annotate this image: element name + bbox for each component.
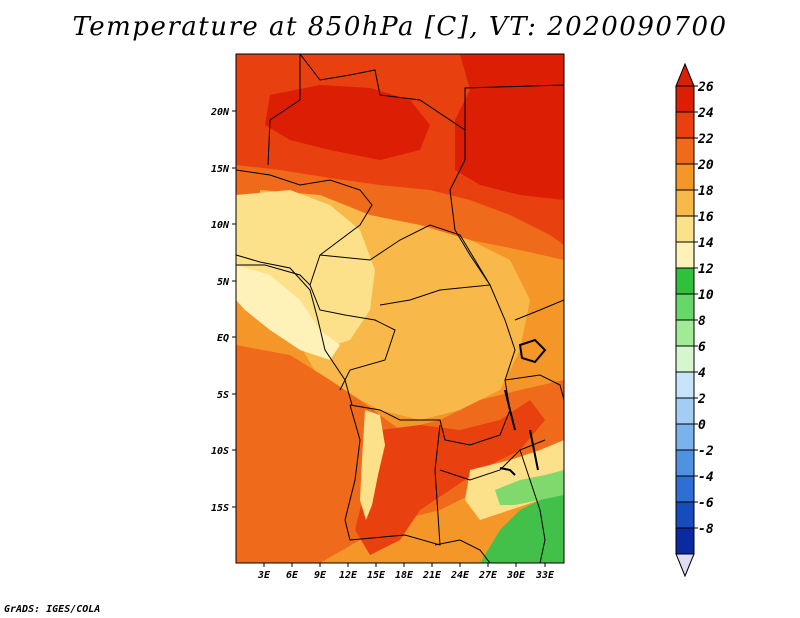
lake-victoria [518,338,547,364]
colorbar-label: 8 [698,314,706,329]
colorbar-label: 16 [698,210,714,225]
lat-label: 15S [211,503,229,514]
field-south-hot [355,400,545,555]
lon-label: 24E [450,570,470,581]
colorbar-label: 4 [698,366,706,381]
colorbar-label: -2 [698,444,714,459]
colorbar-swatch [675,449,695,477]
colorbar-swatch [675,371,695,399]
colorbar-swatch [675,319,695,347]
lat-label: 10S [211,446,229,457]
colorbar-swatch [675,345,695,373]
longitude-axis: 3E 6E 9E 12E 15E 18E 21E 24E 27E 30E 33E [257,563,555,581]
colorbar-label: 10 [698,288,714,303]
field-coastal-cool [236,265,340,360]
field-angola-cool-strip [360,410,385,520]
colorbar-label: -6 [698,496,714,511]
field-north-hottest [265,85,430,160]
colorbar-label: 14 [698,236,714,251]
coastline-atlantic [236,254,353,406]
field-southeast-green [480,490,564,563]
lakes [499,338,547,476]
colorbar-swatch [675,501,695,529]
colorbar-swatch [675,397,695,425]
grads-credit: GrADS: IGES/COLA [4,604,101,615]
lake-tanganyika [504,389,516,431]
border-chad-sudan [449,88,491,286]
colorbar-swatch [675,111,695,139]
lake-malawi [529,429,539,471]
field-northeast-hottest [455,54,564,200]
lat-label: EQ [217,333,229,344]
colorbar-swatch [675,293,695,321]
country-borders [236,54,564,563]
lon-label: 33E [535,570,555,581]
border-congo [309,284,396,391]
border-niger-chad [267,54,301,166]
colorbar-label: 12 [698,262,714,277]
border-west-gabon [236,264,311,286]
colorbar-swatch [675,423,695,451]
colorbar-label: 24 [697,106,714,121]
border-car [319,224,491,306]
lon-label: 21E [422,570,442,581]
lon-label: 6E [286,570,299,581]
colorbar-swatch [675,189,695,217]
temperature-field [236,54,564,563]
colorbar-label: 2 [697,392,706,407]
colorbar-label: 26 [697,80,714,95]
border-mozambique [519,449,546,563]
border-zambia [439,439,546,481]
border-drc-east [349,284,516,446]
lon-label: 9E [314,570,327,581]
colorbar-swatch [675,475,695,503]
lon-label: 3E [257,570,271,581]
lat-label: 10N [211,220,230,231]
colorbar-label: 6 [698,340,706,355]
colorbar-swatch [675,137,695,165]
colorbar-label: 18 [698,184,714,199]
colorbar-label: -4 [698,470,714,485]
lon-label: 15E [367,570,386,581]
lon-label: 27E [478,570,498,581]
lon-label: 12E [339,570,358,581]
lat-label: 20N [210,107,230,118]
colorbar-swatch [675,215,695,243]
colorbar-label: 20 [697,158,714,173]
latitude-axis: 20N 15N 10N 5N EQ 5S 10S 15S [210,107,236,514]
colorbar-swatch [675,85,695,113]
border-nigeria-cameroon [236,169,373,286]
lat-label: 15N [211,164,230,175]
lon-label: 30E [506,570,526,581]
map-frame [235,53,565,564]
lat-label: 5N [217,277,230,288]
colorbar-swatch [675,163,695,191]
colorbar-overflow-low [675,553,695,578]
colorbar-overflow-high [675,62,695,87]
lake-kariba [499,467,516,476]
border-kenya-uganda [514,299,564,321]
lat-label: 5S [217,390,229,401]
field-sahel-orange [236,165,564,260]
chart-title: Temperature at 850hPa [C], VT: 202009070… [72,12,728,42]
border-botswana [434,539,491,563]
colorbar-swatch [675,241,695,269]
colorbar-label: 22 [697,132,714,147]
colorbar-label: 0 [698,418,706,433]
colorbar-swatch [675,527,695,555]
border-angola [344,404,441,546]
field-southeast-lightgreen [495,470,564,505]
colorbar-swatch [675,267,695,295]
lon-label: 18E [395,570,414,581]
colorbar-label: -8 [698,522,714,537]
border-tanzania [504,374,564,401]
